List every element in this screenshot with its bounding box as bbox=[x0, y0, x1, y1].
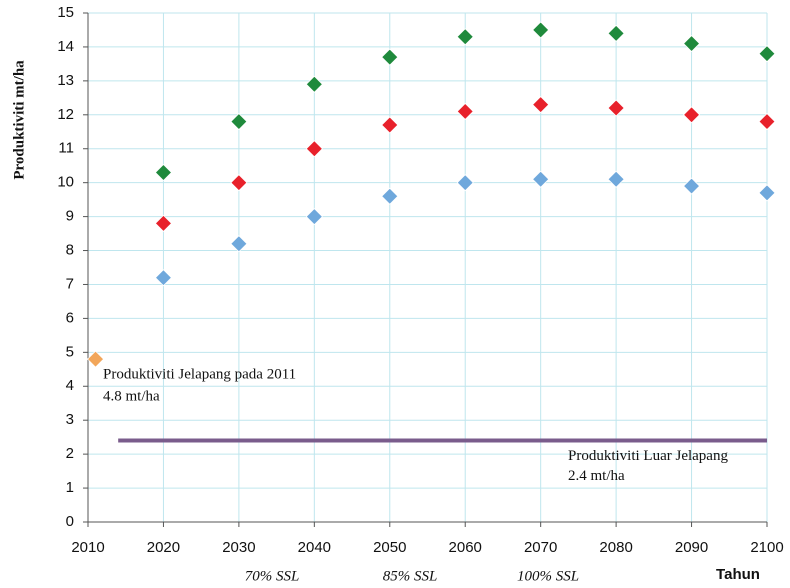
point bbox=[682, 34, 701, 53]
y-tick-label: 0 bbox=[66, 513, 74, 530]
point bbox=[532, 96, 550, 114]
point bbox=[305, 208, 323, 226]
x-tick-label: 2060 bbox=[449, 539, 482, 556]
point bbox=[532, 170, 550, 188]
point bbox=[456, 102, 474, 120]
annotation: 4.8 mt/ha bbox=[103, 389, 160, 405]
y-tick-label: 9 bbox=[66, 208, 74, 225]
point bbox=[305, 140, 323, 158]
point bbox=[456, 28, 474, 46]
y-tick-label: 13 bbox=[57, 72, 74, 89]
y-tick-label: 6 bbox=[66, 309, 74, 326]
y-axis-title: Produktiviti mt/ha bbox=[11, 60, 27, 180]
point bbox=[456, 174, 474, 192]
x-tick-label: 2090 bbox=[675, 539, 708, 556]
point bbox=[607, 24, 625, 42]
y-tick-label: 11 bbox=[58, 140, 74, 157]
y-tick-label: 4 bbox=[66, 377, 74, 394]
annotation: Produktiviti Jelapang pada 2011 bbox=[103, 367, 296, 383]
point bbox=[758, 184, 776, 202]
y-tick-label: 14 bbox=[57, 38, 74, 55]
y-tick-label: 1 bbox=[66, 479, 74, 496]
point bbox=[381, 116, 399, 134]
annotation: Produktiviti Luar Jelapang bbox=[568, 448, 728, 464]
y-tick-label: 8 bbox=[66, 242, 74, 259]
legend-label: 100% SSL bbox=[517, 568, 579, 584]
point bbox=[230, 235, 248, 253]
point bbox=[230, 174, 248, 192]
x-tick-label: 2040 bbox=[298, 539, 331, 556]
x-tick-label: 2100 bbox=[750, 539, 783, 556]
point bbox=[154, 163, 173, 182]
point bbox=[607, 170, 625, 188]
point bbox=[758, 113, 776, 131]
y-tick-label: 3 bbox=[66, 411, 74, 428]
point bbox=[381, 187, 399, 205]
legend-label: 85% SSL bbox=[383, 568, 438, 584]
x-tick-label: 2010 bbox=[71, 539, 104, 556]
y-tick-label: 10 bbox=[57, 174, 74, 191]
point bbox=[154, 214, 173, 232]
y-tick-label: 2 bbox=[66, 445, 74, 462]
x-tick-label: 2050 bbox=[373, 539, 406, 556]
point bbox=[607, 99, 625, 117]
point bbox=[682, 177, 701, 195]
x-tick-label: 2080 bbox=[599, 539, 632, 556]
point bbox=[305, 75, 323, 93]
x-axis-title: Tahun bbox=[716, 566, 760, 583]
x-tick-label: 2020 bbox=[147, 539, 180, 556]
y-tick-label: 12 bbox=[57, 106, 74, 123]
x-tick-label: 2070 bbox=[524, 539, 557, 556]
y-tick-label: 15 bbox=[57, 4, 74, 21]
point bbox=[532, 21, 550, 39]
y-tick-label: 7 bbox=[66, 275, 74, 292]
legend-label: 70% SSL bbox=[245, 568, 300, 584]
point bbox=[86, 350, 105, 368]
x-tick-label: 2030 bbox=[222, 539, 255, 556]
point bbox=[381, 48, 399, 66]
point bbox=[682, 106, 701, 124]
annotation: 2.4 mt/ha bbox=[568, 468, 625, 484]
point bbox=[230, 113, 248, 131]
point bbox=[758, 45, 776, 63]
y-tick-label: 5 bbox=[66, 343, 74, 360]
point bbox=[154, 269, 173, 287]
